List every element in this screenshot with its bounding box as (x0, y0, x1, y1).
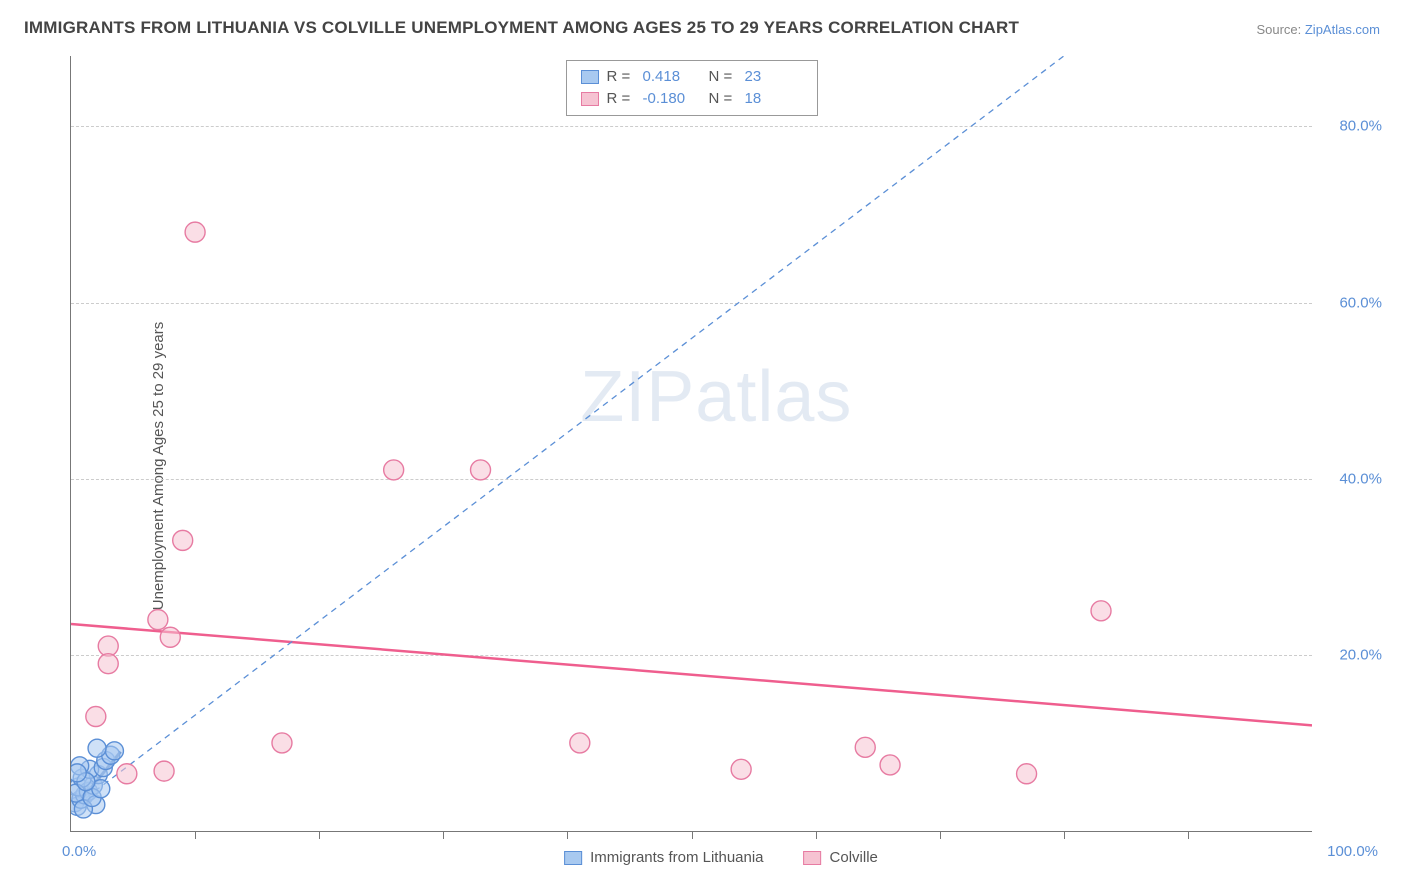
y-tick-label: 80.0% (1339, 118, 1382, 135)
chart-title: IMMIGRANTS FROM LITHUANIA VS COLVILLE UN… (24, 18, 1019, 38)
legend-r-label: R = (607, 88, 635, 110)
legend-row-series-1: R = 0.418 N = 23 (581, 66, 803, 88)
series-legend: Immigrants from Lithuania Colville (564, 849, 878, 866)
legend-row-series-2: R = -0.180 N = 18 (581, 88, 803, 110)
chart-svg (71, 56, 1312, 831)
legend-r-label: R = (607, 66, 635, 88)
swatch-series-1 (581, 70, 599, 84)
legend-item-series-1: Immigrants from Lithuania (564, 849, 763, 866)
swatch-series-2 (581, 92, 599, 106)
legend-r-value-2: -0.180 (643, 88, 701, 110)
y-tick-label: 40.0% (1339, 470, 1382, 487)
legend-label-series-2: Colville (830, 849, 878, 866)
y-tick-label: 60.0% (1339, 294, 1382, 311)
legend-label-series-1: Immigrants from Lithuania (590, 849, 763, 866)
plot-region: ZIPatlas R = 0.418 N = 23 R = -0.180 N =… (70, 56, 1312, 832)
legend-n-value-1: 23 (745, 66, 803, 88)
legend-n-value-2: 18 (745, 88, 803, 110)
y-tick-label: 20.0% (1339, 646, 1382, 663)
swatch-series-1 (564, 851, 582, 865)
source-link[interactable]: ZipAtlas.com (1305, 22, 1380, 37)
x-axis-min-label: 0.0% (62, 843, 96, 860)
legend-r-value-1: 0.418 (643, 66, 701, 88)
legend-item-series-2: Colville (804, 849, 878, 866)
legend-n-label: N = (709, 88, 737, 110)
chart-area: Unemployment Among Ages 25 to 29 years Z… (50, 56, 1392, 876)
swatch-series-2 (804, 851, 822, 865)
x-axis-max-label: 100.0% (1327, 843, 1378, 860)
legend-n-label: N = (709, 66, 737, 88)
source-prefix: Source: (1256, 22, 1304, 37)
source-credit: Source: ZipAtlas.com (1256, 22, 1380, 37)
correlation-legend: R = 0.418 N = 23 R = -0.180 N = 18 (566, 60, 818, 116)
